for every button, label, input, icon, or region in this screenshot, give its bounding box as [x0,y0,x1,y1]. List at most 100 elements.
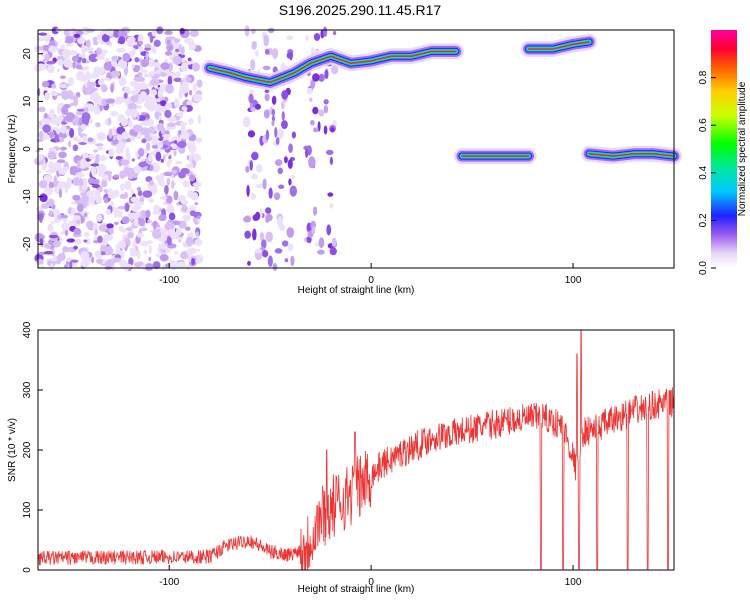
noise-blob [131,158,135,162]
noise-blob [158,137,164,141]
snr-x-tick-label: 0 [368,577,374,588]
noise-blob [92,36,98,43]
noise-blob [91,184,101,189]
noise-blob [86,39,91,49]
noise-blob [83,232,90,237]
noise-blob [179,27,185,35]
noise-blob [113,100,123,105]
colorbar-tick-label: 0.4 [698,165,709,179]
noise-blob [98,155,108,161]
noise-blob [86,190,94,198]
noise-blob [82,116,90,126]
noise-blob [184,226,191,231]
noise-blob [177,140,187,149]
noise-blob [186,163,194,168]
noise-blob [85,28,95,33]
streak-blob [326,224,332,236]
noise-blob [82,152,89,159]
streak-blob [305,148,309,158]
noise-blob [146,240,153,245]
noise-blob [125,227,133,231]
noise-blob [77,37,86,45]
noise-blob [38,212,44,222]
noise-blob [181,251,186,255]
noise-blob [188,145,197,154]
noise-blob [152,229,162,240]
noise-blob [41,44,50,51]
streak-blob [322,26,328,38]
noise-blob [73,228,82,236]
streak-blob [329,247,337,256]
noise-blob [108,148,115,157]
noise-blob [165,84,175,94]
noise-blob [144,47,152,51]
streak-blob [318,237,325,249]
noise-blob [148,256,152,261]
noise-blob [120,118,128,127]
noise-blob [143,73,150,78]
noise-blob [160,158,164,163]
noise-blob [194,185,199,191]
noise-blob [110,83,115,93]
noise-blob [173,140,178,144]
noise-blob [152,261,161,270]
noise-blob [161,242,166,251]
noise-blob [179,110,184,119]
noise-blob [117,30,128,38]
noise-blob [48,108,56,119]
noise-blob [72,194,81,201]
noise-blob [63,103,71,109]
noise-blob [44,53,50,61]
noise-blob [196,79,203,88]
colorbar: 0.0 0.2 0.4 0.6 0.8 Normalized spectral ampl… [698,30,748,275]
heatmap-x-tick-label: 100 [565,275,582,286]
noise-blob [196,215,201,219]
noise-blob [67,140,72,148]
noise-blob [41,166,46,171]
noise-blob [113,174,120,178]
noise-blob [108,227,114,235]
noise-blob [180,62,189,72]
streak-blob [261,239,267,249]
track-band [588,153,675,157]
noise-blob [49,131,54,139]
noise-blob [47,223,54,232]
noise-blob [123,92,128,99]
noise-blob [80,260,90,268]
noise-blob [112,257,122,263]
streak-blob [290,256,295,267]
noise-blob [85,238,91,245]
noise-blob [140,158,146,162]
noise-blob [181,80,189,90]
noise-blob [91,166,97,177]
noise-blob [60,121,68,125]
noise-blob [47,198,55,207]
noise-blob [153,39,161,48]
streak-blob [275,137,280,146]
streak-blob [249,89,254,95]
noise-blob [50,90,58,97]
streak-blob [264,48,270,55]
noise-blob [147,153,153,162]
noise-blob [47,151,57,160]
noise-blob [121,216,130,224]
noise-blob [146,142,151,151]
noise-blob [159,72,167,77]
noise-blob [50,116,61,126]
noise-blob [163,171,173,177]
noise-blob [65,43,74,47]
noise-blob [140,69,148,73]
noise-blob [49,257,58,262]
streak-blob [243,215,252,223]
noise-blob [185,61,193,65]
streak-blob [286,227,295,238]
noise-blob [181,214,191,220]
noise-blob [85,47,94,52]
noise-blob [50,47,57,53]
noise-blob [97,79,105,86]
noise-blob [60,146,67,151]
noise-blob [183,106,188,112]
streak-blob [256,183,264,189]
noise-blob [54,133,59,143]
track-band [527,41,590,50]
